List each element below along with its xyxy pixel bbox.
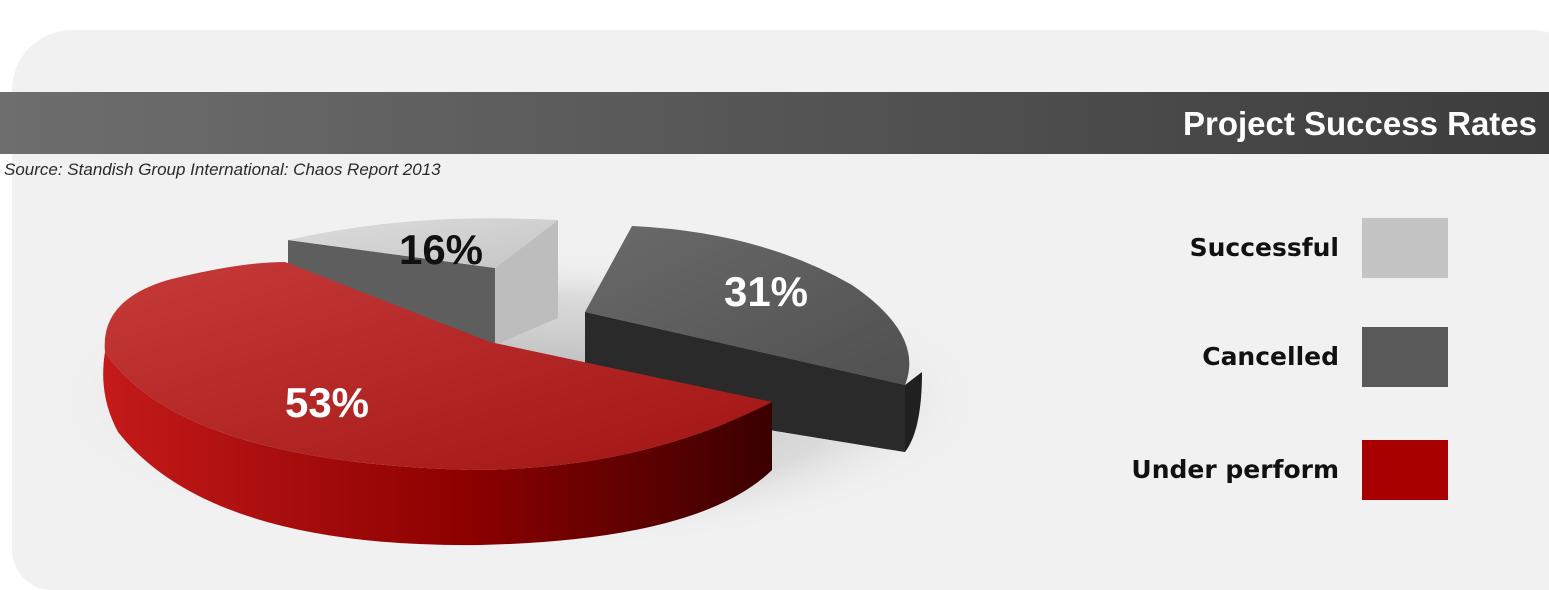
chart-title: Project Success Rates — [1182, 105, 1537, 142]
legend-label-under-perform: Under perform — [1131, 455, 1339, 484]
pie-label-successful: 16% — [399, 226, 483, 273]
legend-label-successful: Successful — [1189, 233, 1339, 262]
legend-swatch-successful — [1362, 218, 1448, 278]
pie-label-cancelled: 31% — [724, 268, 808, 315]
legend-swatch-cancelled — [1362, 327, 1448, 387]
legend-label-cancelled: Cancelled — [1202, 342, 1339, 371]
legend-swatch-under-perform — [1362, 440, 1448, 500]
pie-slice-cancelled — [585, 226, 922, 452]
pie-slice-under-perform — [103, 262, 773, 546]
pie-label-under-perform: 53% — [285, 379, 369, 426]
title-bar: Project Success Rates — [0, 92, 1549, 154]
pie-chart: 16% 31% 53% — [50, 218, 990, 550]
chart-subtitle: Source: Standish Group International: Ch… — [4, 160, 441, 179]
